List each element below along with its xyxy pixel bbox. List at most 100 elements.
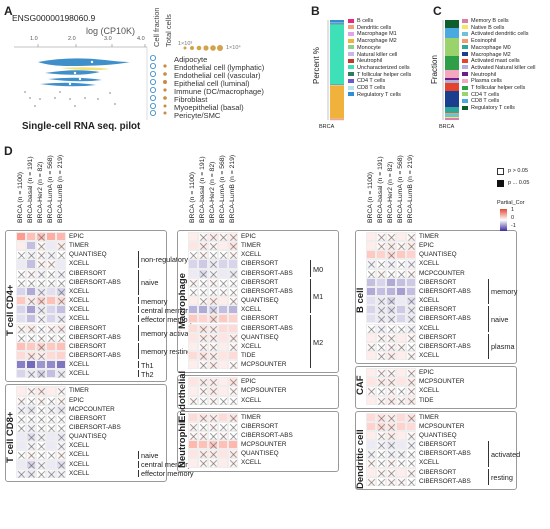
- panel-b-bar: [327, 20, 344, 121]
- heatmap-cell: [228, 332, 238, 342]
- heatmap-cell: [406, 277, 416, 287]
- heatmap-cell: [228, 232, 238, 242]
- heatmap-cell: [386, 377, 396, 387]
- bar-segment-7: [330, 24, 344, 85]
- heatmap-cell: [16, 314, 26, 324]
- heatmap-cell: [26, 432, 36, 442]
- heatmap-cell: [16, 241, 26, 251]
- heatmap-cell: [218, 412, 228, 422]
- group-bracket: [488, 306, 489, 332]
- heatmap-cell: [46, 323, 56, 333]
- legend-item: CD4 T cells: [462, 92, 536, 99]
- heatmap-cell: [376, 350, 386, 361]
- row-label: CIBERSORT-ABS: [69, 424, 121, 431]
- legend-item: Plasma cells: [462, 78, 536, 85]
- legend-label: Monocyte: [357, 44, 381, 51]
- heatmap-cell: [396, 232, 406, 242]
- heatmap-cell: [406, 314, 416, 324]
- group-bracket: [138, 306, 139, 314]
- heatmap-cell: [46, 395, 56, 405]
- legend-swatch: [348, 85, 354, 90]
- group-label: M2: [313, 337, 324, 347]
- heatmap-cell: [26, 350, 36, 361]
- heatmap-cell: [36, 468, 46, 478]
- column-header: BRCA-LumA (n = 568): [219, 155, 226, 223]
- heatmap-cell: [366, 368, 376, 378]
- heatmap-cell: [376, 368, 386, 378]
- legend-swatch: [348, 58, 354, 63]
- group-bracket: [488, 333, 489, 360]
- legend-swatch: [462, 31, 468, 36]
- heatmap-cell: [188, 341, 198, 351]
- legend-item: CD4 T cells: [348, 78, 411, 85]
- heatmap-cell: [406, 377, 416, 387]
- heatmap-cell: [198, 449, 208, 459]
- heatmap-cell: [228, 241, 238, 251]
- heatmap-cell: [198, 250, 208, 260]
- legend-item: Native B cells: [462, 25, 536, 32]
- heatmap-cell: [56, 386, 66, 396]
- row-label: MCPSOUNTER: [419, 378, 465, 386]
- heatmap-cell: [36, 360, 46, 370]
- row-label: QUANTISEQ: [419, 432, 457, 439]
- heatmap-cell: [376, 458, 386, 468]
- heatmap-cell: [386, 332, 396, 342]
- heatmap-cell: [188, 286, 198, 297]
- heatmap-cell: [228, 305, 238, 315]
- heatmap-cell: [36, 296, 46, 306]
- heatmap-cell: [56, 441, 66, 451]
- heatmap-cell: [228, 341, 238, 351]
- row-label: CIBERSORT: [241, 260, 279, 268]
- heatmap-cell: [376, 449, 386, 459]
- panel-b-category: BRCA: [319, 124, 335, 130]
- heatmap-cell: [188, 268, 198, 278]
- row-label: QUANTISEQ: [241, 333, 279, 341]
- heatmap-cell: [46, 332, 56, 342]
- heatmap-cell: [386, 232, 396, 242]
- heatmap-cell: [228, 395, 238, 405]
- heatmap-cell: [228, 323, 238, 333]
- heatmap-cell: [376, 341, 386, 351]
- block-title: CAF: [355, 375, 366, 395]
- row-label: CIBERSORT: [69, 342, 107, 350]
- group-bracket: [138, 361, 139, 369]
- heatmap-cell: [16, 413, 26, 423]
- heatmap-cell: [406, 268, 416, 278]
- ns-legend-label: p > 0.05: [508, 168, 529, 174]
- heatmap-cell: [228, 458, 238, 468]
- group-bracket: [138, 342, 139, 360]
- heatmap-cell: [396, 449, 406, 459]
- legend-item: Monocyte: [348, 45, 411, 52]
- heatmap-cell: [56, 268, 66, 278]
- heatmap-cell: [46, 341, 56, 351]
- heatmap-cell: [208, 449, 218, 459]
- heatmap-cell: [376, 377, 386, 387]
- heatmap-cell: [46, 268, 56, 278]
- heatmap-cell: [198, 268, 208, 278]
- bar-segment-2: [445, 114, 459, 117]
- axis-tick: 2.0: [68, 36, 76, 42]
- heatmap-cell: [188, 241, 198, 251]
- row-label: XCELL: [69, 306, 90, 314]
- block-title: Dendritic cell: [355, 428, 366, 489]
- row-label: CIBERSORT: [241, 422, 279, 430]
- heatmap-cell: [36, 350, 46, 361]
- heatmap-cell: [376, 440, 386, 450]
- heatmap-cell: [208, 386, 218, 396]
- heatmap-cell: [188, 332, 198, 342]
- group-label: Th1: [141, 360, 154, 370]
- heatmap-cell: [56, 332, 66, 342]
- heatmap-cell: [366, 458, 376, 468]
- heatmap-cell: [208, 395, 218, 405]
- heatmap-cell: [36, 369, 46, 379]
- heatmap-cell: [198, 332, 208, 342]
- heatmap-cell: [188, 232, 198, 242]
- cell-type-item: Endothelial cell (vascular): [174, 71, 261, 80]
- heatmap-cell: [46, 360, 56, 370]
- heatmap-cell: [26, 332, 36, 342]
- panel-a-footer: Single-cell RNA seq. pilot: [22, 121, 141, 132]
- legend-swatch: [462, 45, 468, 50]
- row-label: XCELL: [241, 396, 262, 404]
- heatmap-cell: [406, 305, 416, 315]
- heatmap-cell: [218, 421, 228, 431]
